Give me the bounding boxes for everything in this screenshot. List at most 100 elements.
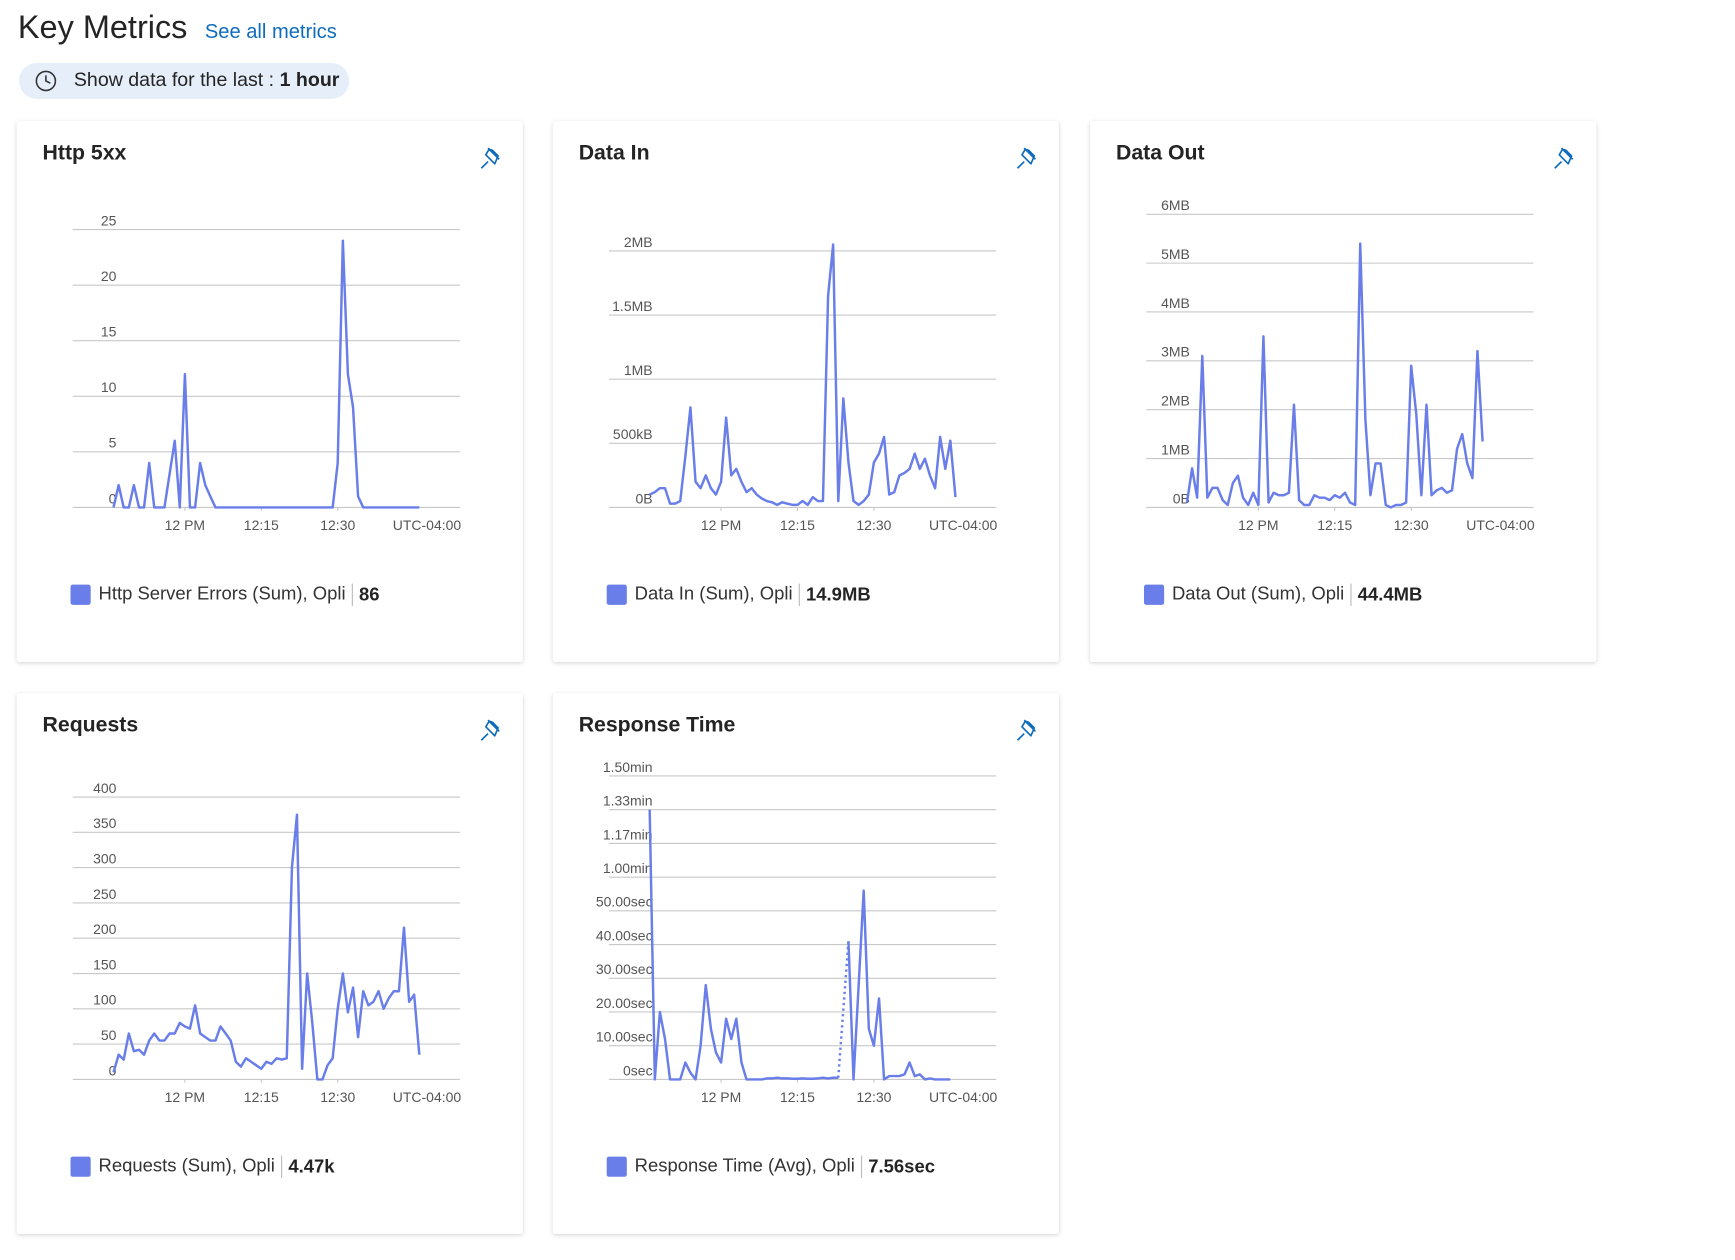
- metric-card: Data Out 0B 1MB 2MB 3MB 4MB 5MB 6MB 12 PM 12:15 12…: [1090, 121, 1597, 662]
- y-tick-label: 20: [101, 268, 117, 284]
- y-tick-label: 300: [93, 850, 117, 866]
- x-tick-label: 12:30: [856, 1089, 891, 1105]
- series-line: [648, 809, 951, 1081]
- x-tick-label: 12:15: [780, 1089, 815, 1105]
- metric-card: Requests 0 50 100 150 200 250 300 350 400 12 PM 12:…: [16, 693, 523, 1234]
- legend-swatch: [70, 1156, 91, 1177]
- y-tick-label: 10.00sec: [596, 1029, 653, 1045]
- legend-name: Data In (Sum), Opli: [635, 583, 793, 604]
- time-filter-pill[interactable]: [19, 63, 350, 99]
- gap-connector: [837, 941, 850, 1078]
- y-tick-label: 30.00sec: [596, 961, 653, 977]
- y-tick-label: 1MB: [624, 362, 653, 378]
- pin-icon[interactable]: [1016, 147, 1036, 169]
- page-title: Key Metrics: [18, 9, 188, 45]
- metric-card: Response Time 0sec 10.00sec 20.00sec 30.00se…: [552, 693, 1059, 1234]
- y-tick-label: 2MB: [624, 234, 653, 250]
- x-tick-label: 12:15: [244, 517, 279, 533]
- legend-total: 7.56sec: [868, 1156, 935, 1177]
- y-tick-label: 50: [101, 1027, 117, 1043]
- x-tick-label: 12 PM: [701, 1089, 741, 1105]
- legend-swatch: [1143, 584, 1165, 605]
- y-tick-label: 1.50min: [603, 759, 653, 775]
- pin-icon[interactable]: [1016, 719, 1036, 741]
- time-filter-text: Show data for the last : 1 hour: [74, 69, 340, 91]
- timezone-label: UTC-04:00: [393, 517, 462, 533]
- time-filter[interactable]: Show data for the last : 1 hour: [19, 63, 350, 99]
- y-tick-label: 2MB: [1161, 393, 1190, 409]
- legend-total: 44.4MB: [1358, 584, 1423, 605]
- y-tick-label: 100: [93, 992, 117, 1008]
- y-tick-label: 0B: [635, 490, 652, 506]
- y-tick-label: 6MB: [1161, 197, 1190, 213]
- y-tick-label: 0B: [1173, 490, 1190, 506]
- legend-swatch: [606, 584, 627, 605]
- x-tick-label: 12:30: [320, 517, 355, 533]
- y-tick-label: 40.00sec: [596, 927, 653, 943]
- timezone-label: UTC-04:00: [393, 1089, 462, 1105]
- card-background: [16, 693, 523, 1234]
- clock-icon: [35, 70, 57, 92]
- y-tick-label: 1.00min: [603, 860, 653, 876]
- x-tick-label: 12:15: [780, 517, 815, 533]
- y-tick-label: 5MB: [1161, 246, 1190, 262]
- y-tick-label: 500kB: [613, 426, 653, 442]
- timezone-label: UTC-04:00: [929, 1089, 998, 1105]
- x-tick-label: 12:30: [856, 517, 891, 533]
- timezone-label: UTC-04:00: [929, 517, 998, 533]
- x-tick-label: 12 PM: [165, 517, 205, 533]
- x-tick-label: 12 PM: [165, 1089, 205, 1105]
- y-tick-label: 0: [109, 1062, 117, 1078]
- card-background: [552, 693, 1059, 1234]
- legend-total: 4.47k: [288, 1156, 335, 1177]
- card-title: Http 5xx: [43, 140, 127, 164]
- legend-name: Requests (Sum), Opli: [99, 1155, 275, 1176]
- y-tick-label: 1.33min: [603, 793, 653, 809]
- y-tick-label: 20.00sec: [596, 995, 653, 1011]
- x-tick-label: 12 PM: [1238, 517, 1278, 533]
- card-title: Response Time: [579, 712, 736, 736]
- pin-icon[interactable]: [1554, 147, 1574, 169]
- legend-swatch: [606, 1156, 627, 1177]
- card-title: Data In: [579, 140, 650, 164]
- y-tick-label: 0: [109, 490, 117, 506]
- y-tick-label: 200: [93, 921, 117, 937]
- y-tick-label: 5: [109, 435, 117, 451]
- pin-shape: [480, 147, 500, 169]
- y-tick-label: 15: [101, 324, 117, 340]
- legend-total: 14.9MB: [806, 584, 871, 605]
- pin-shape: [1554, 147, 1574, 169]
- pin-icon[interactable]: [480, 147, 500, 169]
- card-title: Data Out: [1116, 140, 1205, 164]
- y-tick-label: 400: [93, 780, 117, 796]
- metric-card: Http 5xx 0 5 10 15 20 25 12 PM 12:15 12:30 UTC-04:…: [16, 121, 523, 662]
- legend-name: Data Out (Sum), Opli: [1172, 583, 1344, 604]
- y-tick-label: 4MB: [1161, 295, 1190, 311]
- see-all-link[interactable]: See all metrics: [205, 21, 337, 43]
- timezone-label: UTC-04:00: [1466, 517, 1535, 533]
- pin-shape: [480, 719, 500, 741]
- card-background: [1090, 121, 1597, 662]
- card-background: [16, 121, 523, 662]
- clock-hands: [45, 75, 51, 84]
- pin-shape: [1016, 147, 1036, 169]
- x-tick-label: 12 PM: [701, 517, 741, 533]
- series-line: [112, 813, 421, 1081]
- legend-swatch: [70, 584, 91, 605]
- legend-name: Http Server Errors (Sum), Opli: [99, 583, 346, 604]
- pin-icon[interactable]: [480, 719, 500, 741]
- time-filter-label: Show data for the last :: [74, 69, 274, 91]
- metric-card: Data In 0B 500kB 1MB 1.5MB 2MB 12 PM 12:15 12:30…: [552, 121, 1059, 662]
- legend-name: Response Time (Avg), Opli: [635, 1155, 855, 1176]
- card-background: [552, 121, 1059, 662]
- y-tick-label: 3MB: [1161, 344, 1190, 360]
- y-tick-label: 1.5MB: [612, 298, 652, 314]
- series-line: [1185, 242, 1484, 509]
- y-tick-label: 10: [101, 379, 117, 395]
- series-line: [649, 243, 957, 507]
- time-filter-value: 1 hour: [280, 69, 340, 91]
- legend-total: 86: [359, 584, 380, 605]
- y-tick-label: 350: [93, 815, 117, 831]
- y-tick-label: 1MB: [1161, 441, 1190, 457]
